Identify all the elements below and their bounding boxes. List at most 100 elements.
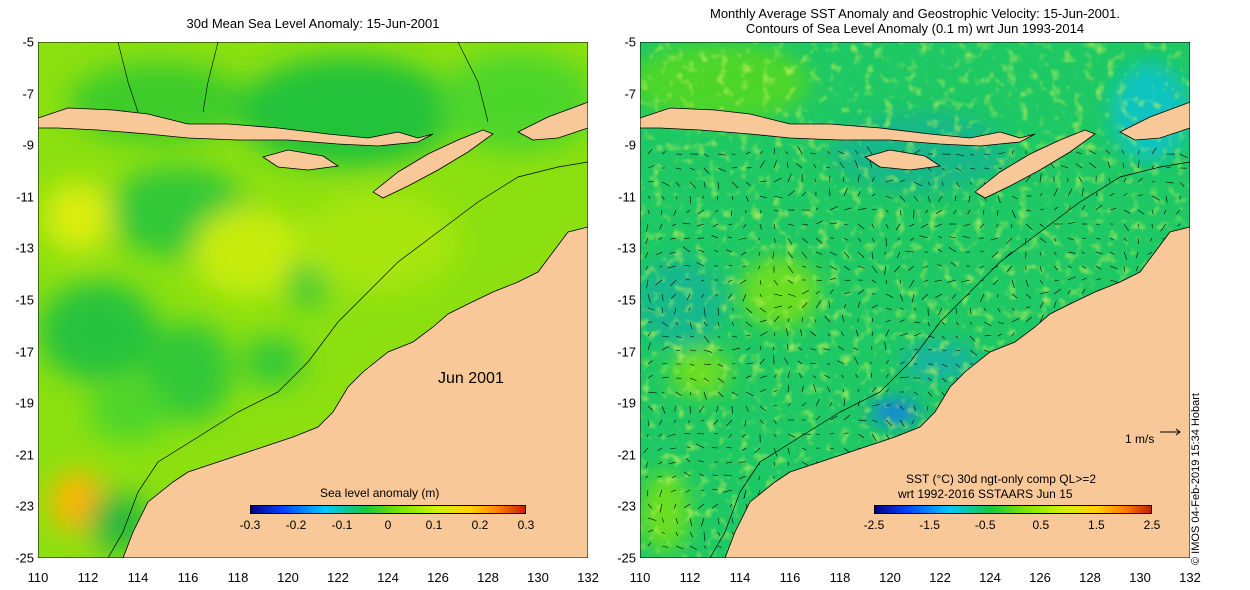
velocity-vector bbox=[661, 293, 664, 301]
velocity-vector bbox=[927, 391, 933, 397]
velocity-vector bbox=[703, 321, 708, 327]
velocity-vector bbox=[997, 293, 999, 298]
velocity-vector bbox=[829, 206, 839, 211]
velocity-vector bbox=[934, 223, 943, 228]
velocity-vector bbox=[697, 503, 705, 510]
velocity-vector bbox=[657, 461, 663, 465]
velocity-vector bbox=[1095, 278, 1101, 281]
velocity-vector bbox=[667, 265, 677, 269]
velocity-vector bbox=[1137, 159, 1140, 169]
velocity-vector bbox=[684, 432, 691, 435]
velocity-vector bbox=[661, 195, 665, 200]
velocity-vector bbox=[689, 405, 691, 414]
velocity-vector bbox=[815, 300, 822, 309]
velocity-vector bbox=[935, 209, 943, 215]
right-lat-tick: -23 bbox=[617, 498, 636, 514]
right-lon-tick: 118 bbox=[829, 570, 851, 585]
velocity-vector bbox=[941, 335, 946, 340]
velocity-vector bbox=[1109, 265, 1118, 269]
velocity-vector bbox=[1123, 265, 1125, 272]
velocity-vector bbox=[801, 447, 807, 451]
right-lat-tick: -7 bbox=[624, 86, 636, 102]
velocity-vector bbox=[717, 377, 725, 384]
velocity-vector bbox=[841, 374, 845, 379]
left-lat-tick: -9 bbox=[22, 137, 34, 153]
velocity-vector bbox=[645, 237, 649, 245]
velocity-vector bbox=[1011, 279, 1015, 289]
velocity-vector bbox=[857, 223, 865, 230]
velocity-vector bbox=[997, 209, 999, 217]
right-lat-tick: -5 bbox=[624, 34, 636, 50]
velocity-vector bbox=[703, 377, 710, 382]
velocity-vector bbox=[885, 329, 889, 337]
velocity-vector bbox=[815, 220, 824, 225]
sla-map-canvas bbox=[38, 42, 588, 558]
velocity-vector bbox=[759, 223, 762, 230]
velocity-vector bbox=[787, 190, 795, 197]
velocity-vector bbox=[787, 251, 794, 259]
velocity-vector bbox=[647, 517, 657, 521]
velocity-vector bbox=[1135, 265, 1139, 272]
velocity-vector bbox=[773, 332, 776, 337]
velocity-vector bbox=[787, 402, 791, 407]
velocity-vector bbox=[731, 363, 736, 365]
velocity-vector bbox=[801, 251, 808, 259]
velocity-vector bbox=[689, 181, 696, 189]
velocity-vector bbox=[1011, 149, 1014, 155]
velocity-vector bbox=[1095, 223, 1100, 226]
velocity-vector bbox=[810, 348, 817, 351]
velocity-vector bbox=[801, 461, 808, 466]
northern-islands bbox=[517, 101, 588, 141]
velocity-vector bbox=[899, 419, 905, 427]
velocity-vector bbox=[660, 209, 663, 215]
velocity-vector bbox=[745, 307, 753, 314]
left-lon-tick: 122 bbox=[327, 570, 349, 585]
velocity-vector bbox=[687, 419, 691, 424]
right-lon-tick: 114 bbox=[729, 570, 751, 585]
velocity-vector bbox=[1011, 317, 1020, 323]
velocity-vector bbox=[661, 346, 669, 351]
velocity-vector bbox=[661, 405, 666, 414]
sst-colorbar bbox=[874, 505, 1152, 514]
velocity-vector bbox=[843, 251, 850, 258]
australia-landmass bbox=[122, 226, 588, 558]
velocity-vector bbox=[927, 321, 930, 327]
velocity-vector bbox=[671, 223, 677, 227]
velocity-vector bbox=[686, 293, 691, 301]
velocity-vector bbox=[843, 237, 849, 241]
left-lat-tick: -17 bbox=[15, 344, 34, 360]
velocity-vector bbox=[843, 432, 849, 435]
velocity-vector bbox=[1025, 209, 1032, 212]
velocity-vector bbox=[773, 223, 776, 229]
sla-colorbar-tick: -0.2 bbox=[285, 518, 307, 532]
velocity-vector bbox=[728, 223, 733, 226]
sst-colorbar-tick: -1.5 bbox=[919, 518, 940, 532]
velocity-vector bbox=[661, 545, 669, 548]
velocity-vector bbox=[685, 458, 691, 463]
velocity-vector bbox=[739, 279, 747, 285]
velocity-vector bbox=[1060, 165, 1069, 169]
velocity-vector bbox=[941, 167, 945, 171]
velocity-vector bbox=[899, 209, 902, 216]
velocity-vector bbox=[992, 279, 999, 286]
right-map-title: Monthly Average SST Anomaly and Geostrop… bbox=[640, 6, 1190, 36]
velocity-vector bbox=[955, 167, 962, 172]
velocity-vector bbox=[1137, 178, 1143, 183]
velocity-vector bbox=[980, 293, 985, 302]
velocity-vector bbox=[840, 331, 845, 337]
velocity-vector bbox=[698, 405, 705, 413]
velocity-vector bbox=[969, 335, 976, 342]
velocity-vector bbox=[689, 363, 695, 366]
velocity-vector bbox=[702, 195, 705, 199]
velocity-vector bbox=[1081, 205, 1086, 211]
sla-colorbar-tick: -0.1 bbox=[331, 518, 353, 532]
velocity-vector bbox=[941, 321, 946, 326]
velocity-vector bbox=[689, 349, 697, 352]
velocity-vector bbox=[1123, 192, 1128, 197]
velocity-vector bbox=[899, 361, 905, 365]
velocity-vector bbox=[1123, 177, 1127, 183]
velocity-vector bbox=[701, 293, 705, 298]
left-lat-tick: -13 bbox=[15, 240, 34, 256]
velocity-vector bbox=[717, 391, 724, 398]
velocity-vector bbox=[759, 195, 767, 199]
